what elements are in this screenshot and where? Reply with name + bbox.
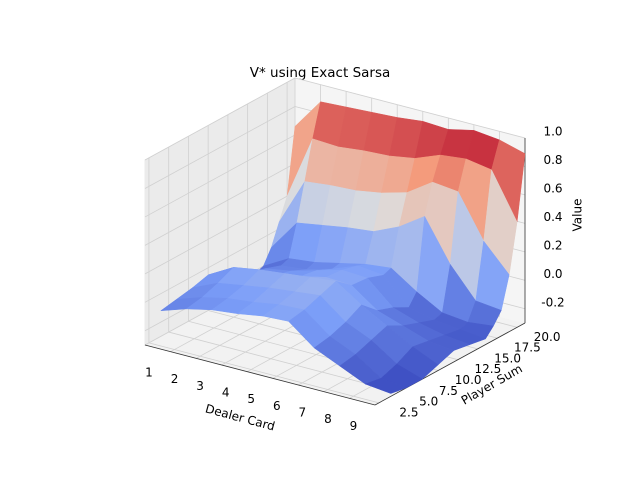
axis-line — [374, 322, 526, 406]
grid-line — [144, 191, 296, 275]
z-tick-label: 1.0 — [543, 125, 562, 139]
z-tick-label: 0.8 — [543, 153, 562, 167]
grid-line — [144, 77, 296, 161]
y-tick-label: 17.5 — [514, 341, 541, 355]
x-tick-label: 9 — [350, 419, 358, 433]
z-tick-label: 0.0 — [543, 267, 562, 281]
z-tick-label: -0.2 — [541, 295, 564, 309]
axis-line — [144, 344, 376, 406]
z-tick-label: 0.6 — [543, 181, 562, 195]
grid-line — [144, 134, 296, 218]
y-tick-label: 7.5 — [439, 384, 458, 398]
x-tick-label: 5 — [247, 392, 255, 406]
grid-line — [144, 106, 296, 189]
x-tick-label: 1 — [145, 366, 153, 380]
chart-title: V* using Exact Sarsa — [250, 65, 391, 81]
y-tick-label: 12.5 — [475, 362, 502, 376]
x-tick-label: 2 — [171, 372, 179, 386]
grid-line — [148, 342, 380, 404]
y-tick-label: 10.0 — [455, 373, 482, 387]
z-axis-label: Value — [571, 199, 585, 232]
x-tick-label: 6 — [273, 399, 281, 413]
surface-patch — [364, 377, 408, 394]
grid-line — [144, 219, 296, 303]
x-tick-label: 3 — [196, 379, 204, 393]
grid-line — [144, 163, 296, 246]
x-tick-label: 7 — [299, 406, 307, 420]
y-tick-label: 2.5 — [399, 405, 418, 419]
x-tick-label: 4 — [222, 386, 230, 400]
x-axis-label: Dealer Card — [204, 402, 277, 434]
y-tick-label: 20.0 — [534, 330, 561, 344]
y-tick-label: 15.0 — [494, 351, 521, 365]
z-tick-label: 0.4 — [543, 210, 562, 224]
y-tick-label: 5.0 — [419, 395, 438, 409]
grid-line — [294, 77, 526, 139]
z-tick-label: 0.2 — [543, 238, 562, 252]
grid-line — [168, 331, 399, 393]
x-tick-label: 8 — [324, 412, 332, 426]
